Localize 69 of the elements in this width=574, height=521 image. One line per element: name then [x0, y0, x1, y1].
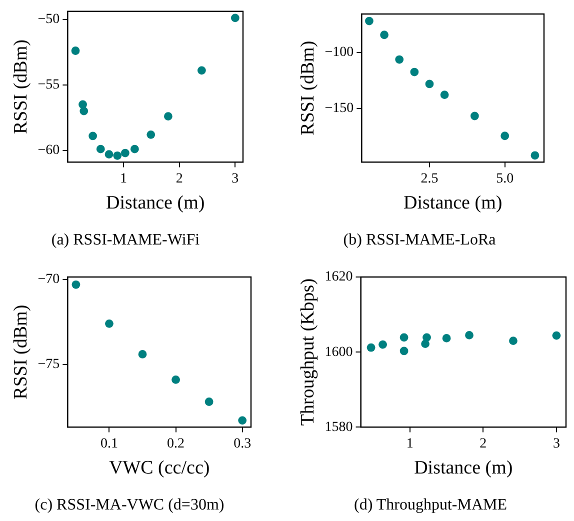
y-axis-title: RSSI (dBm): [297, 40, 318, 136]
y-tick-label: −70: [38, 272, 60, 288]
point: [238, 416, 247, 425]
point: [530, 151, 540, 160]
x-tick-label: 5.0: [496, 171, 514, 186]
point: [509, 336, 518, 346]
x-axis-title: VWC (cc/cc): [108, 457, 210, 478]
point: [71, 46, 80, 55]
y-axis-title: RSSI (dBm): [10, 40, 32, 134]
point: [442, 334, 451, 342]
y-tick-label: 1620: [324, 270, 353, 285]
x-tick-label: 1: [120, 171, 128, 186]
x-tick-label: 0.1: [100, 436, 118, 452]
y-tick-label: −75: [38, 357, 60, 372]
point: [96, 144, 105, 154]
point: [400, 346, 408, 356]
x-tick-label: 3: [552, 436, 560, 452]
x-tick-label: 0.3: [234, 436, 252, 452]
y-tick-label: −50: [38, 12, 60, 27]
x-tick-label: 2: [480, 436, 487, 452]
y-axis-title: RSSI (dBm): [10, 304, 32, 400]
text: (c) RSSI-MA-VWC (d=30m): [34, 496, 224, 514]
point: [440, 90, 449, 99]
point: [410, 68, 419, 76]
point: [380, 30, 388, 40]
y-tick-label: 1600: [324, 344, 353, 360]
y-tick-label: −60: [38, 143, 60, 158]
point: [500, 132, 510, 140]
text: (b) RSSI-MAME-LoRa: [343, 232, 496, 249]
point: [121, 148, 130, 158]
point: [230, 14, 240, 22]
point: [552, 331, 561, 340]
point: [146, 130, 156, 139]
x-tick-label: 2: [176, 171, 183, 186]
point: [138, 350, 147, 358]
y-tick-label: −150: [324, 100, 354, 116]
point: [197, 66, 206, 75]
point: [465, 331, 474, 340]
point: [113, 151, 122, 160]
point: [365, 16, 374, 26]
text: (a) RSSI-MAME-WiFi: [51, 232, 200, 249]
y-axis-title: Throughput (Kbps): [297, 278, 318, 426]
point: [470, 112, 479, 120]
point: [422, 333, 431, 342]
point: [80, 106, 88, 116]
y-tick-label: −55: [38, 78, 60, 93]
x-axis-title: Distance (m): [106, 192, 205, 214]
x-tick-label: 0.2: [167, 436, 185, 452]
x-axis-title: Distance (m): [404, 192, 502, 214]
point: [72, 280, 80, 289]
x-tick-label: 3: [232, 171, 239, 186]
point: [395, 55, 404, 64]
point: [172, 375, 180, 384]
point: [164, 112, 172, 121]
point: [105, 319, 114, 328]
x-axis-title: Distance (m): [414, 457, 513, 478]
point: [378, 340, 387, 349]
point: [130, 144, 139, 154]
point: [88, 132, 98, 140]
x-tick-label: 1: [406, 436, 414, 452]
point: [366, 343, 376, 352]
point: [204, 398, 214, 406]
y-tick-label: −100: [324, 45, 354, 60]
point: [400, 333, 408, 342]
y-tick-label: 1580: [324, 420, 353, 435]
text: (d) Throughput-MAME: [354, 496, 508, 514]
point: [104, 150, 114, 159]
point: [425, 80, 434, 88]
x-tick-label: 2.5: [420, 171, 438, 186]
